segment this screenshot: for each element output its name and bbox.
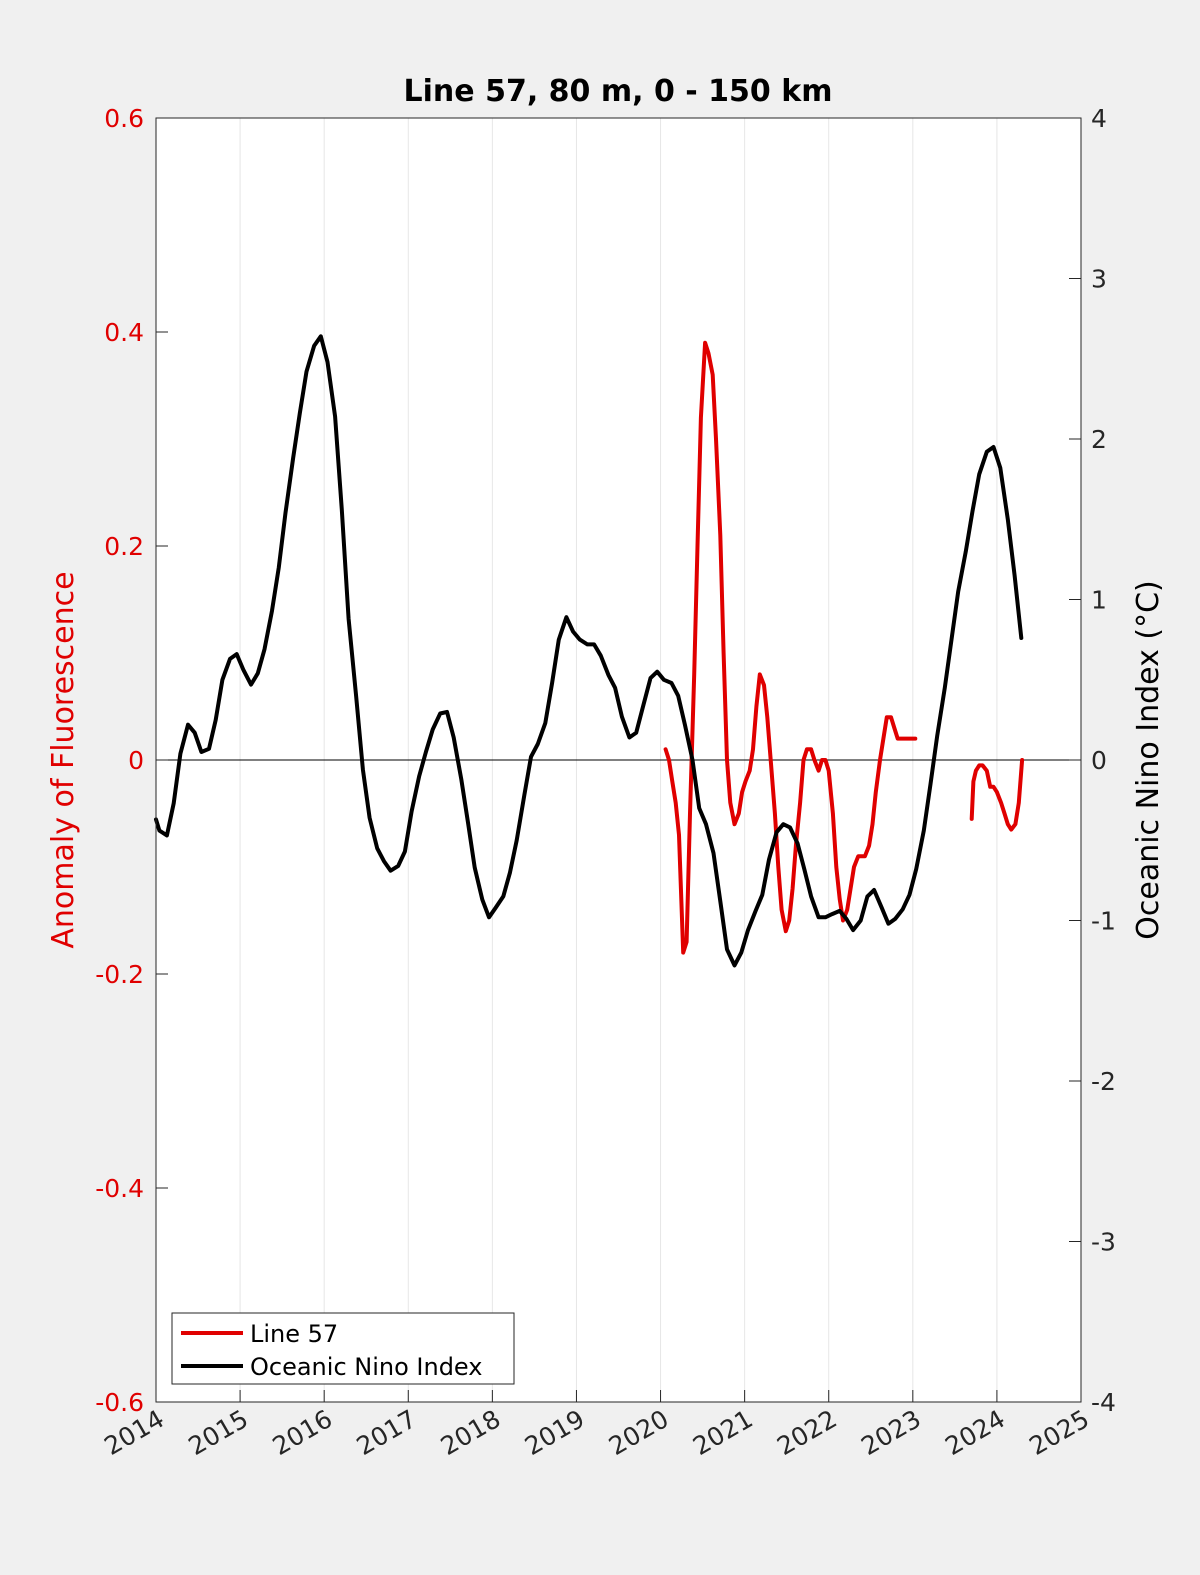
left-tick-label: 0.6: [104, 104, 144, 133]
right-tick-label: -4: [1091, 1388, 1116, 1417]
line-57-series-segment-1: [969, 758, 1025, 832]
right-axis-ticks: 4 3 2 1 0 -1 -2 -3 -4: [1069, 104, 1116, 1417]
chart-title: Line 57, 80 m, 0 - 150 km: [404, 74, 833, 109]
series-layer: [154, 334, 1025, 968]
right-tick-label: -1: [1091, 907, 1116, 936]
left-tick-label: -0.6: [95, 1388, 144, 1417]
right-axis-label: Oceanic Nino Index (°C): [1131, 580, 1166, 940]
legend-oni-label: Oceanic Nino Index: [250, 1353, 482, 1381]
right-tick-label: -3: [1091, 1228, 1116, 1257]
left-tick-label: 0.2: [104, 532, 144, 561]
right-tick-label: -2: [1091, 1067, 1116, 1096]
right-tick-label: 1: [1091, 586, 1107, 615]
right-tick-label: 4: [1091, 104, 1107, 133]
line-57-series-segment-0: [663, 340, 918, 955]
left-axis-ticks: 0.6 0.4 0.2 0 -0.2 -0.4 -0.6: [95, 104, 168, 1417]
right-tick-label: 3: [1091, 265, 1107, 294]
left-axis-label: Anomaly of Fluorescence: [46, 571, 81, 948]
oni-series-segment-0: [154, 334, 1024, 968]
legend-box: [171, 1312, 515, 1385]
legend: Line 57 Oceanic Nino Index: [171, 1312, 515, 1385]
left-tick-label: -0.2: [95, 960, 144, 989]
right-tick-label: 2: [1091, 425, 1107, 454]
left-tick-label: 0.4: [104, 318, 144, 347]
legend-line-57-label: Line 57: [250, 1320, 338, 1348]
right-tick-label: 0: [1091, 746, 1107, 775]
left-tick-label: 0: [128, 746, 144, 775]
left-tick-label: -0.4: [95, 1174, 144, 1203]
